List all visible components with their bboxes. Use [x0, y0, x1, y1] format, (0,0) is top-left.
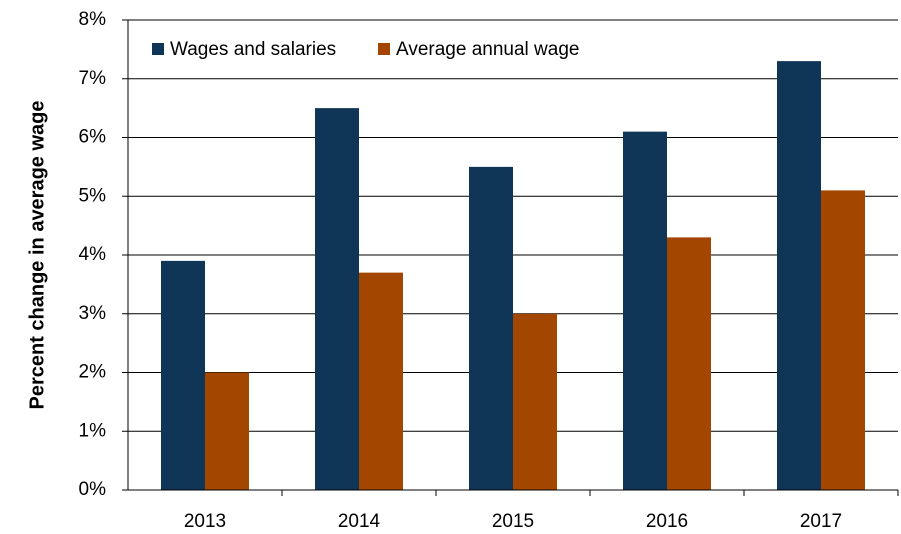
x-tick-label: 2016: [646, 511, 688, 532]
y-tick-label: 1%: [79, 420, 107, 441]
legend-swatch: [378, 43, 390, 55]
y-tick-label: 7%: [79, 68, 107, 89]
x-tick-label: 2013: [184, 511, 226, 532]
legend-swatch: [152, 43, 164, 55]
y-tick-label: 2%: [79, 362, 107, 383]
bar: [623, 131, 667, 490]
bar: [513, 313, 557, 490]
x-tick-label: 2017: [800, 511, 842, 532]
y-tick-label: 6%: [79, 127, 107, 148]
bar: [667, 237, 711, 490]
x-tick-label: 2015: [492, 511, 534, 532]
y-tick-label: 0%: [79, 479, 107, 500]
bar: [315, 108, 359, 490]
y-tick-label: 4%: [79, 244, 107, 265]
bar: [205, 372, 249, 490]
bar: [469, 166, 513, 490]
bar: [161, 260, 205, 490]
legend-label: Wages and salaries: [170, 39, 336, 60]
y-tick-label: 5%: [79, 185, 107, 206]
x-tick-label: 2014: [338, 511, 381, 532]
y-tick-label: 8%: [79, 9, 107, 30]
legend-label: Average annual wage: [396, 39, 579, 60]
y-tick-label: 3%: [79, 303, 107, 324]
bar: [777, 61, 821, 490]
bar: [821, 190, 865, 490]
bar: [359, 272, 403, 490]
y-axis-label: Percent change in average wage: [26, 100, 48, 409]
